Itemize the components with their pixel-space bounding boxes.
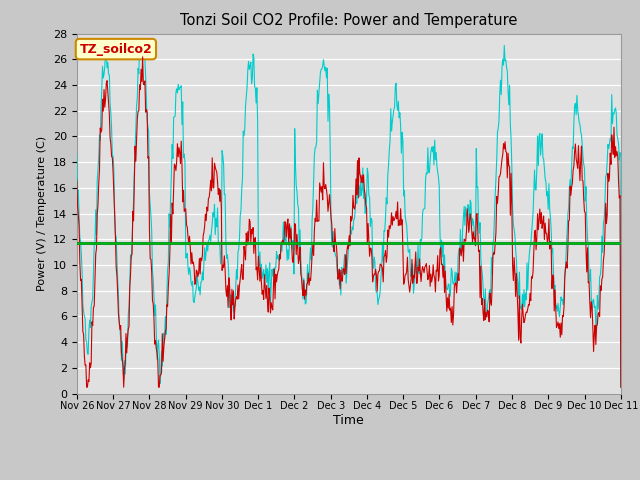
Legend: CR23X Temperature, CR23X Voltage, CR10X Voltage, CR10X Temperature: CR23X Temperature, CR23X Voltage, CR10X … [67,477,630,480]
Text: TZ_soilco2: TZ_soilco2 [79,43,152,56]
Title: Tonzi Soil CO2 Profile: Power and Temperature: Tonzi Soil CO2 Profile: Power and Temper… [180,13,518,28]
Y-axis label: Power (V) / Temperature (C): Power (V) / Temperature (C) [37,136,47,291]
X-axis label: Time: Time [333,414,364,427]
